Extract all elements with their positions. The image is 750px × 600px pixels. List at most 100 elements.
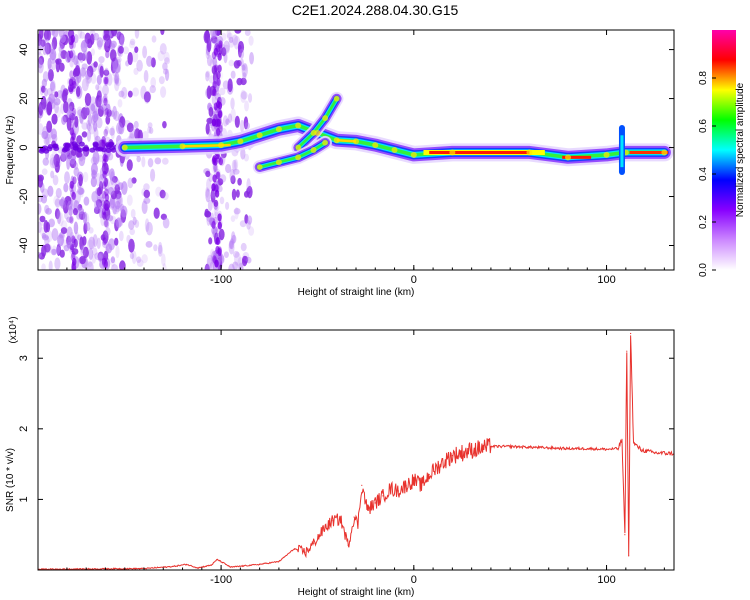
noise-streak xyxy=(103,260,109,269)
noise-blob xyxy=(106,107,113,119)
track-rising-layer xyxy=(296,97,339,149)
noise-blob xyxy=(143,189,151,199)
noise-blob xyxy=(104,125,109,135)
noise-streak xyxy=(211,183,216,192)
snr-point xyxy=(361,484,363,486)
noise-blob xyxy=(142,45,148,59)
noise-blob xyxy=(38,57,43,69)
noise-blob xyxy=(246,178,251,192)
noise-blob xyxy=(81,52,88,61)
noise-blob xyxy=(114,200,121,210)
noise-streak xyxy=(104,76,109,85)
noise-blob xyxy=(81,63,88,70)
noise-blob xyxy=(131,250,137,264)
noise-blob xyxy=(228,59,235,67)
noise-streak xyxy=(71,107,77,116)
noise-blob xyxy=(95,172,101,187)
noise-blob xyxy=(143,197,151,204)
noise-blob xyxy=(83,49,89,60)
noise-blob xyxy=(74,65,81,77)
noise-blob xyxy=(157,244,163,257)
snr-frame xyxy=(37,329,675,571)
noise-streak xyxy=(71,191,76,200)
snr-point xyxy=(332,519,334,522)
noise-blob xyxy=(78,207,85,215)
noise-band xyxy=(92,141,99,147)
noise-blob xyxy=(159,43,167,55)
noise-blob xyxy=(75,86,81,98)
noise-blob xyxy=(162,192,169,201)
noise-blob xyxy=(82,211,88,225)
noise-blob xyxy=(69,112,76,121)
noise-blob xyxy=(86,261,94,270)
noise-streak xyxy=(213,53,217,61)
snr-point xyxy=(339,518,342,520)
noise-band xyxy=(105,147,112,153)
noise-blob xyxy=(133,120,139,129)
noise-streak xyxy=(212,155,217,164)
noise-streak xyxy=(72,80,77,89)
noise-blob xyxy=(118,45,124,54)
noise-blob xyxy=(128,220,135,230)
noise-blob xyxy=(106,103,111,112)
noise-blob xyxy=(232,250,240,258)
noise-streak xyxy=(102,170,107,179)
noise-blob xyxy=(93,113,99,121)
track-main-point xyxy=(353,138,359,145)
noise-streak xyxy=(217,108,222,117)
noise-blob xyxy=(45,207,52,215)
noise-blob xyxy=(76,106,83,119)
noise-blob xyxy=(114,77,122,87)
noise-blob xyxy=(95,199,103,208)
noise-blob xyxy=(223,44,230,55)
noise-blob xyxy=(53,97,61,106)
noise-blob xyxy=(164,57,170,65)
colorbar-tick-label: 0.8 xyxy=(698,71,709,85)
noise-blob xyxy=(90,96,96,105)
noise-blob xyxy=(59,62,65,72)
noise-streak xyxy=(217,221,223,230)
noise-blob xyxy=(58,198,65,207)
noise-blob xyxy=(204,210,212,218)
noise-streak xyxy=(215,171,220,180)
noise-blob xyxy=(86,123,92,132)
heatmap-x-axis-label: Height of straight line (km) xyxy=(298,287,415,298)
noise-blob xyxy=(73,33,79,44)
noise-blob xyxy=(205,170,211,178)
noise-blob xyxy=(248,226,255,236)
noise-blob xyxy=(231,159,237,172)
noise-blob xyxy=(219,174,227,183)
noise-blob xyxy=(109,43,116,50)
noise-blob xyxy=(78,52,84,64)
noise-blob xyxy=(60,103,65,115)
noise-blob xyxy=(219,87,226,96)
noise-streak xyxy=(103,128,108,137)
noise-blob xyxy=(228,39,235,48)
noise-blob xyxy=(214,205,219,217)
noise-blob xyxy=(239,58,244,67)
heatmap-y-axis-label: Frequency (Hz) xyxy=(5,116,16,185)
noise-band xyxy=(97,146,104,152)
noise-blob xyxy=(150,168,156,182)
noise-streak xyxy=(212,174,217,183)
noise-blob xyxy=(227,113,233,124)
noise-blob xyxy=(249,51,254,65)
noise-blob xyxy=(58,45,63,53)
noise-blob xyxy=(60,34,67,43)
noise-streak xyxy=(102,237,107,246)
noise-streak xyxy=(104,193,110,202)
noise-blob xyxy=(70,109,76,121)
noise-blob xyxy=(120,205,128,218)
noise-blob xyxy=(126,234,131,244)
noise-blob xyxy=(242,72,247,81)
noise-blob xyxy=(153,244,158,252)
chart-title: C2E1.2024.288.04.30.G15 xyxy=(291,2,459,18)
noise-blob xyxy=(40,39,46,47)
noise-streak xyxy=(69,70,74,79)
noise-streak xyxy=(102,42,108,51)
noise-blob xyxy=(77,30,83,39)
noise-blob xyxy=(119,34,125,47)
snr-x-tick-label: 0 xyxy=(411,574,417,586)
noise-blob xyxy=(99,65,104,78)
snr-point xyxy=(567,447,569,450)
